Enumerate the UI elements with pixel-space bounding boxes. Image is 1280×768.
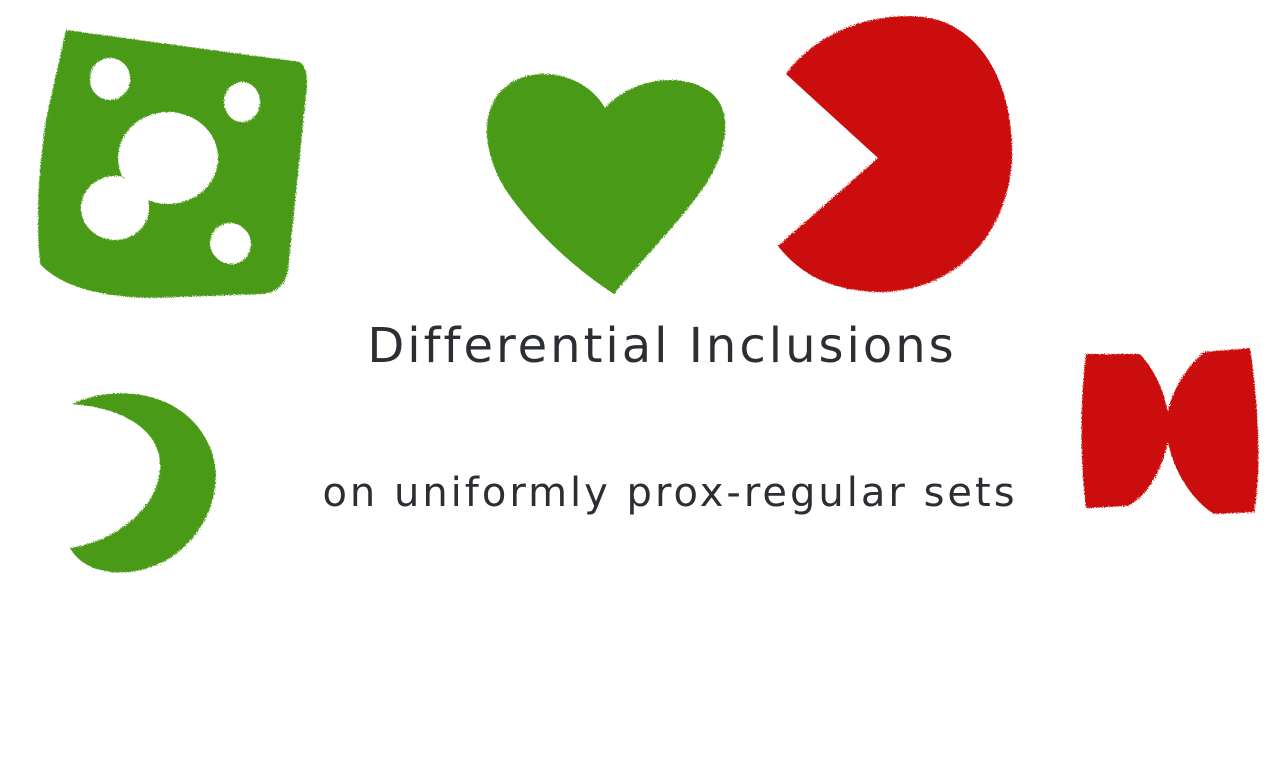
square-with-holes-shape — [38, 30, 308, 298]
pacman-shape — [778, 16, 1013, 292]
crescent-shape — [70, 393, 216, 573]
title-main: Differential Inclusions — [367, 318, 957, 374]
heart-shape — [486, 73, 726, 295]
title-subtitle: on uniformly prox-regular sets — [322, 470, 1018, 516]
bowtie-shape — [1081, 348, 1259, 514]
